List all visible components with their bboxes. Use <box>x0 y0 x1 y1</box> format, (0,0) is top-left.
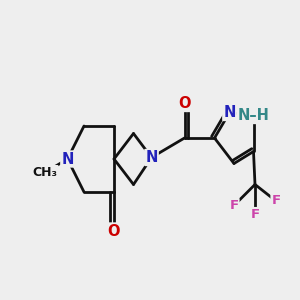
Text: O: O <box>178 96 191 111</box>
Text: F: F <box>230 199 238 212</box>
Text: N–H: N–H <box>238 108 269 123</box>
Text: CH₃: CH₃ <box>32 166 58 179</box>
Text: O: O <box>108 224 120 238</box>
Text: F: F <box>272 194 280 208</box>
Text: N: N <box>61 152 74 166</box>
Text: N: N <box>223 105 236 120</box>
Text: N: N <box>145 150 158 165</box>
Text: F: F <box>250 208 260 221</box>
